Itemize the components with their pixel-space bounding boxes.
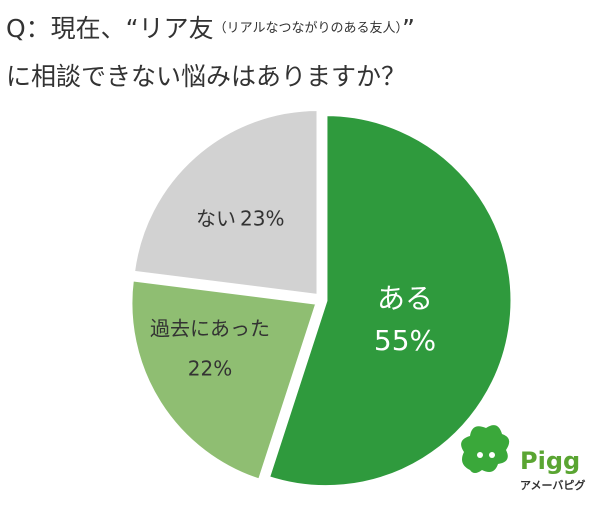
chart-title: Q：現在、“リア友（リアルなつながりのある友人）” [6,14,415,43]
logo-name: Pigg [520,447,580,475]
chart-title: に相談できない悩みはありますか？ [6,62,406,91]
logo-eye [489,452,495,458]
pie-slice [131,107,320,298]
title-part: ” [402,14,415,43]
logo-mascot [461,425,510,473]
slice-value: 22% [188,357,232,381]
pie-slice [266,113,514,489]
slice-label: 過去にあった [150,317,270,341]
title-part: Q：現在、“リア友 [6,14,214,43]
pie-slice [129,278,319,483]
slice-label: ない [196,207,236,231]
logo: Pigg アメーバピグ [461,425,585,492]
slice-label: ある [377,282,433,315]
logo-subtitle: アメーバピグ [520,478,585,492]
slice-value: 23% [240,207,284,231]
logo-eye [477,452,483,458]
title-note: （リアルなつながりのある友人） [214,20,402,36]
slice-value: 55% [374,324,436,357]
